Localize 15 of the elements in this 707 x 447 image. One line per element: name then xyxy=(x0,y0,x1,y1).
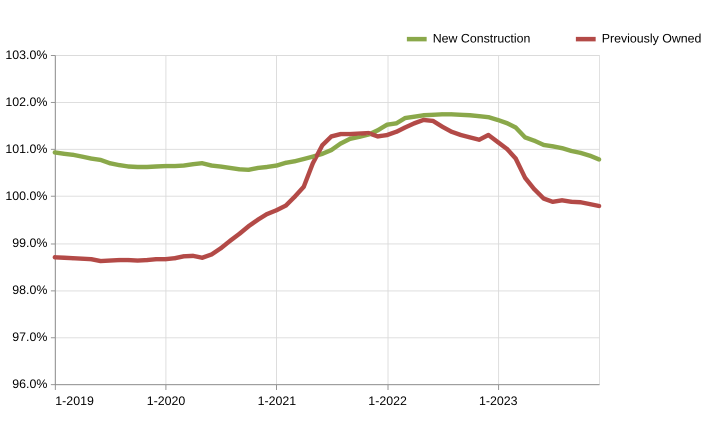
y-tick-label: 97.0% xyxy=(12,330,48,344)
y-tick-label: 103.0% xyxy=(5,48,48,62)
y-tick-label: 101.0% xyxy=(5,142,48,156)
x-tick-label: 1-2022 xyxy=(368,394,407,408)
y-tick-label: 99.0% xyxy=(12,236,48,250)
y-tick-label: 100.0% xyxy=(5,189,48,204)
legend-label: Previously Owned xyxy=(602,32,702,46)
legend-label: New Construction xyxy=(432,32,530,46)
x-tick-label: 1-2021 xyxy=(258,394,296,408)
x-tick-label: 1-2019 xyxy=(55,394,94,408)
y-tick-label: 96.0% xyxy=(12,377,48,392)
y-tick-label: 98.0% xyxy=(12,283,48,298)
x-tick-label: 1-2020 xyxy=(146,394,186,408)
x-tick-label: 1-2023 xyxy=(478,394,518,408)
y-tick-label: 102.0% xyxy=(5,95,48,110)
